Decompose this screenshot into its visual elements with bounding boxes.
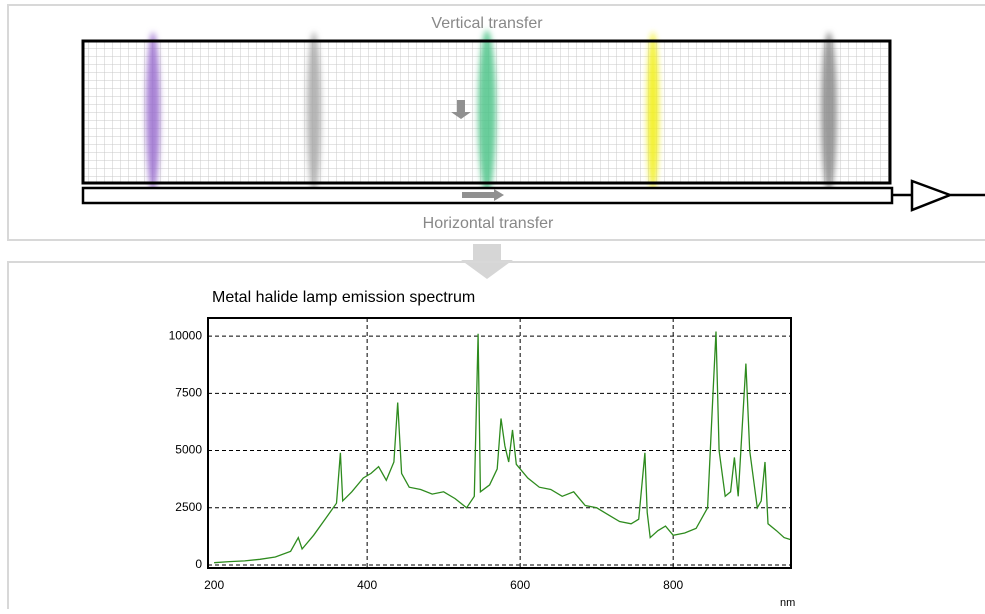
horizontal-transfer-label: Horizontal transfer	[423, 215, 554, 232]
x-tick-label: 800	[663, 578, 683, 592]
spectral-bands	[146, 30, 837, 194]
right-arrow	[462, 189, 504, 201]
x-axis-label: nm	[780, 597, 795, 609]
down-arrow	[451, 100, 471, 119]
amplifier	[892, 179, 985, 212]
band	[146, 32, 160, 192]
plot: 0 2500 5000 7500 10000 200 400 600 800	[169, 318, 792, 592]
x-tick-label: 600	[510, 578, 530, 592]
band	[647, 32, 659, 192]
band	[307, 32, 321, 192]
spectrum-line	[214, 331, 792, 564]
x-tick-label: 200	[204, 578, 224, 592]
top-panel	[7, 4, 985, 241]
band	[478, 30, 496, 194]
ccd-frame	[81, 39, 892, 185]
plot-frame	[207, 317, 792, 569]
y-tick-label: 10000	[169, 328, 203, 342]
y-tick-label: 7500	[175, 385, 202, 399]
x-tick-label: 400	[357, 578, 377, 592]
y-tick-label: 0	[195, 557, 202, 571]
y-tick-label: 5000	[175, 443, 202, 457]
bottom-panel	[7, 261, 985, 613]
band	[821, 32, 837, 192]
chart-title: Metal halide lamp emission spectrum	[212, 289, 475, 306]
vertical-transfer-label: Vertical transfer	[431, 15, 543, 32]
y-tick-label: 2500	[175, 500, 202, 514]
